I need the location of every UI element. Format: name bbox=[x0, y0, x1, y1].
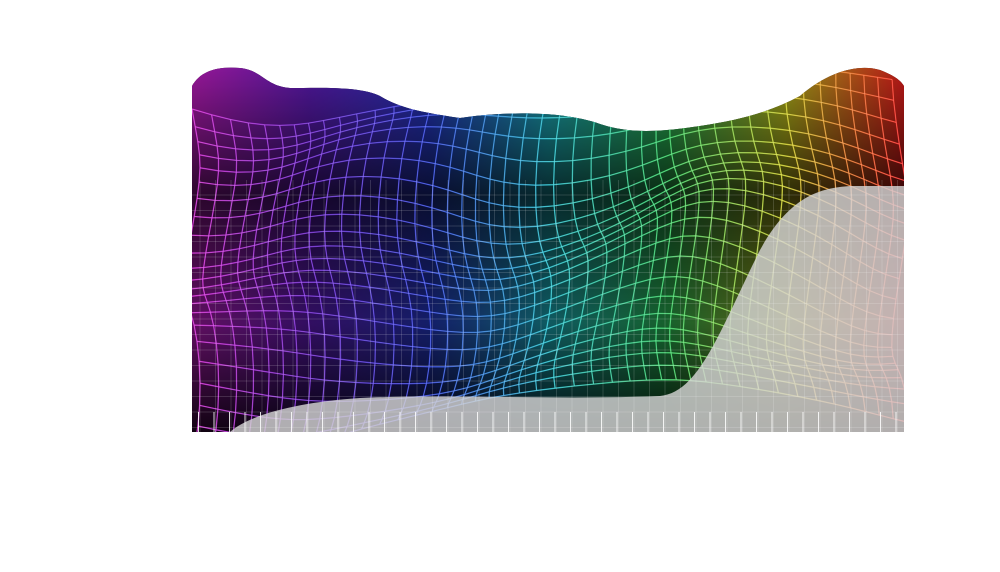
mesh-line bbox=[552, 83, 571, 389]
mesh-line bbox=[488, 90, 506, 399]
mesh-line bbox=[340, 113, 359, 432]
mesh-line bbox=[192, 169, 904, 245]
mesh-line bbox=[220, 119, 237, 432]
mesh-line bbox=[308, 120, 326, 432]
mesh-line bbox=[488, 90, 506, 399]
mesh-line bbox=[553, 84, 570, 389]
mesh-line bbox=[535, 85, 553, 391]
mesh-line bbox=[655, 70, 673, 380]
mesh-line bbox=[252, 124, 270, 432]
faint-grid bbox=[192, 180, 904, 432]
mesh-line bbox=[502, 89, 520, 396]
mesh-line bbox=[474, 91, 492, 402]
mesh-line bbox=[461, 93, 479, 405]
mesh-line bbox=[377, 106, 395, 425]
mesh-line bbox=[202, 114, 220, 432]
mesh-line bbox=[641, 72, 658, 381]
mesh-line bbox=[431, 97, 449, 412]
mesh-line bbox=[414, 100, 432, 416]
mesh-line bbox=[608, 77, 626, 383]
mesh-line bbox=[324, 117, 341, 432]
mesh-line bbox=[640, 72, 659, 381]
mesh-line bbox=[396, 103, 414, 420]
mesh-line bbox=[358, 110, 377, 430]
mesh-line bbox=[518, 87, 536, 394]
translucent-overlay-shape bbox=[230, 186, 904, 432]
mesh-line bbox=[518, 87, 536, 394]
mesh-line bbox=[431, 97, 449, 412]
mesh-line bbox=[359, 110, 376, 430]
mesh-line bbox=[396, 103, 414, 420]
mesh-line bbox=[668, 67, 687, 380]
mesh-line bbox=[590, 79, 608, 385]
mesh-line bbox=[280, 124, 298, 432]
mesh-line bbox=[237, 122, 254, 432]
mesh-line bbox=[236, 122, 255, 432]
mesh-line bbox=[414, 100, 432, 416]
mesh-line bbox=[535, 85, 552, 391]
mesh-line bbox=[194, 161, 904, 228]
mesh-line bbox=[323, 117, 342, 432]
mesh-line bbox=[461, 93, 478, 405]
mesh-line bbox=[199, 126, 903, 173]
mesh-line bbox=[571, 81, 589, 387]
mesh-line bbox=[377, 106, 395, 425]
mesh-line bbox=[475, 92, 492, 402]
mesh-line bbox=[294, 123, 312, 432]
mesh-line bbox=[294, 122, 312, 432]
mesh-line bbox=[266, 125, 285, 432]
mesh-line bbox=[669, 68, 686, 380]
mesh-line bbox=[308, 120, 326, 432]
mesh-line bbox=[192, 178, 904, 259]
mesh-line bbox=[192, 108, 201, 432]
mesh-line bbox=[280, 124, 298, 432]
mesh-line bbox=[446, 95, 464, 408]
mesh-line bbox=[197, 152, 904, 208]
mesh-line bbox=[571, 81, 589, 387]
mesh-line bbox=[267, 125, 284, 432]
mesh-line bbox=[192, 108, 201, 432]
mesh-line bbox=[625, 74, 643, 382]
mesh-line bbox=[252, 124, 270, 432]
mesh-line bbox=[192, 188, 903, 270]
mesh-line bbox=[220, 119, 238, 432]
mesh-line bbox=[199, 110, 900, 162]
mesh-line bbox=[590, 79, 608, 385]
mesh-line bbox=[655, 70, 673, 380]
mesh-line bbox=[202, 114, 220, 432]
mesh-line bbox=[503, 89, 520, 396]
mesh-line bbox=[446, 95, 464, 408]
mesh-line bbox=[608, 77, 626, 383]
mesh-line bbox=[199, 140, 904, 186]
tick-marks bbox=[198, 412, 897, 432]
mesh-line bbox=[625, 74, 643, 382]
mesh-line bbox=[341, 113, 358, 432]
